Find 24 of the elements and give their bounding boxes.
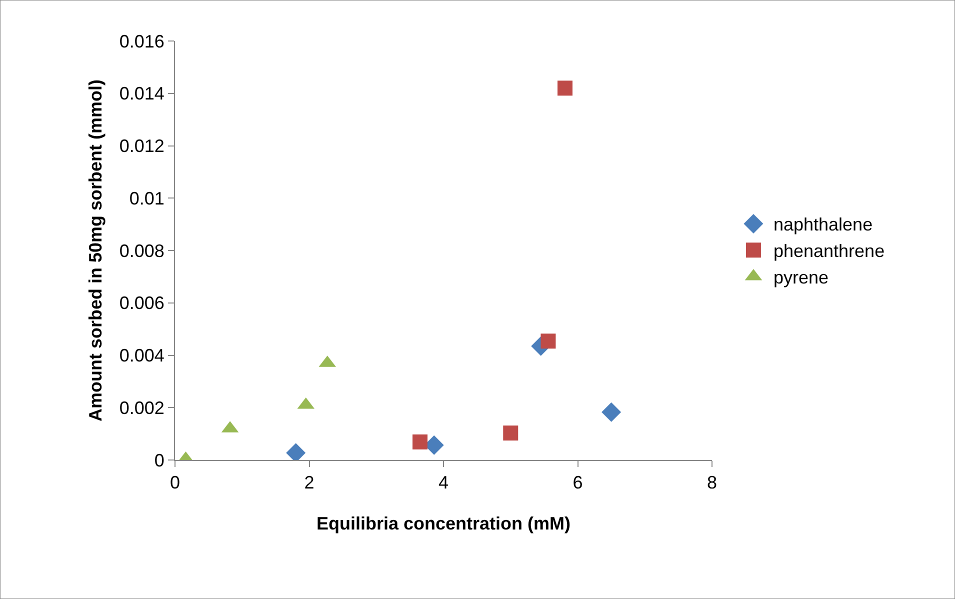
legend-label: naphthalene bbox=[773, 214, 873, 235]
point bbox=[558, 80, 572, 96]
y-tick-label: 0.014 bbox=[119, 84, 164, 104]
y-tick-label: 0.016 bbox=[119, 31, 164, 52]
y-tick-label: 0.012 bbox=[119, 136, 164, 156]
y-tick-label: 0.002 bbox=[119, 398, 164, 418]
x-tick-label: 8 bbox=[706, 472, 718, 493]
y-tick-label: 0 bbox=[154, 450, 164, 470]
legend-label: pyrene bbox=[773, 268, 829, 288]
point bbox=[503, 426, 518, 441]
x-tick-label: 6 bbox=[572, 472, 583, 493]
y-tick-label: 0.01 bbox=[129, 188, 164, 208]
x-tick-label: 4 bbox=[438, 472, 449, 493]
x-tick-label: 2 bbox=[304, 472, 314, 493]
y-tick-label: 0.008 bbox=[119, 240, 164, 261]
point bbox=[412, 434, 428, 450]
x-axis-title: Equilibria concentration (mM) bbox=[316, 514, 571, 534]
y-tick-label: 0.006 bbox=[119, 293, 164, 314]
y-axis-title: Amount sorbed in 50mg sorbent (mmol) bbox=[86, 79, 106, 422]
point bbox=[602, 402, 622, 422]
point bbox=[540, 334, 556, 349]
x-tick-label: 0 bbox=[170, 472, 180, 493]
y-tick-label: 0.004 bbox=[119, 346, 164, 366]
legend-label: phenanthrene bbox=[773, 241, 885, 262]
